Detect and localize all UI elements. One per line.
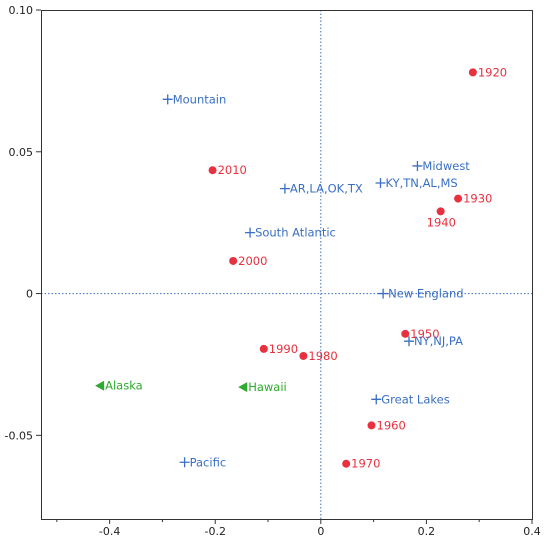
point-label-1990: 1990 <box>269 342 298 356</box>
plot-frame <box>41 10 533 520</box>
data-points <box>95 68 477 468</box>
point-ky-tn-al-ms <box>375 177 386 188</box>
point-label-1970: 1970 <box>351 457 380 471</box>
point-mountain <box>162 94 173 105</box>
point-ar-la-ok-tx <box>279 183 290 194</box>
axis-ticks <box>36 9 533 524</box>
point-label-ar-la-ok-tx: AR,LA,OK,TX <box>290 182 363 196</box>
point-label-2000: 2000 <box>238 254 267 268</box>
point-labels: 1920 1930 1940 1950 1960 1970 1980 1990 2000 2010… <box>105 65 507 470</box>
point-label-pacific: Pacific <box>190 455 227 469</box>
point-label-1930: 1930 <box>463 192 492 206</box>
point-great-lakes <box>371 394 382 405</box>
y-tick-label: 0.05 <box>9 146 34 159</box>
y-tick-label: 0 <box>26 288 33 301</box>
point-label-mountain: Mountain <box>173 92 227 106</box>
point-label-1950: 1950 <box>410 327 439 341</box>
point-1920 <box>468 68 477 77</box>
point-ny-nj-pa <box>403 336 414 347</box>
point-label-new-england: New England <box>388 287 463 301</box>
point-label-1940: 1940 <box>427 215 456 229</box>
point-pacific <box>179 457 190 468</box>
point-label-midwest: Midwest <box>422 159 470 173</box>
point-1940 <box>436 207 445 216</box>
point-new-england <box>378 288 389 299</box>
reference-lines <box>41 10 532 519</box>
point-1930 <box>454 194 463 203</box>
point-1960 <box>367 421 376 430</box>
point-midwest <box>412 160 423 171</box>
x-tick-label: 0.2 <box>418 525 436 538</box>
y-tick-label: -0.05 <box>5 429 33 442</box>
point-label-ky-tn-al-ms: KY,TN,AL,MS <box>385 176 457 190</box>
point-label-alaska: Alaska <box>105 379 143 393</box>
point-label-great-lakes: Great Lakes <box>381 392 449 406</box>
y-tick-label: 0.10 <box>9 4 34 17</box>
point-label-1980: 1980 <box>308 349 337 363</box>
point-1990 <box>259 344 268 353</box>
point-south-atlantic <box>245 227 256 238</box>
point-hawaii <box>238 382 248 393</box>
point-label-2010: 2010 <box>218 163 247 177</box>
point-label-south-atlantic: South Atlantic <box>255 226 336 240</box>
x-tick-label: 0 <box>317 525 324 538</box>
point-alaska <box>95 380 105 391</box>
point-1980 <box>299 351 308 360</box>
point-label-1960: 1960 <box>377 418 406 432</box>
x-tick-label: -0.2 <box>204 525 225 538</box>
point-2000 <box>229 256 238 265</box>
point-label-1920: 1920 <box>478 65 507 79</box>
point-1950 <box>401 329 410 338</box>
point-label-hawaii: Hawaii <box>248 380 287 394</box>
point-label-ny-nj-pa: NY,NJ,PA <box>414 334 463 348</box>
point-1970 <box>342 459 351 468</box>
point-2010 <box>208 166 217 175</box>
x-tick-label: 0.4 <box>523 525 541 538</box>
x-tick-label: -0.4 <box>99 525 120 538</box>
axis-tick-labels: -0.4 -0.2 0 0.2 0.4 0.10 0.05 0 -0.05 <box>5 4 541 538</box>
